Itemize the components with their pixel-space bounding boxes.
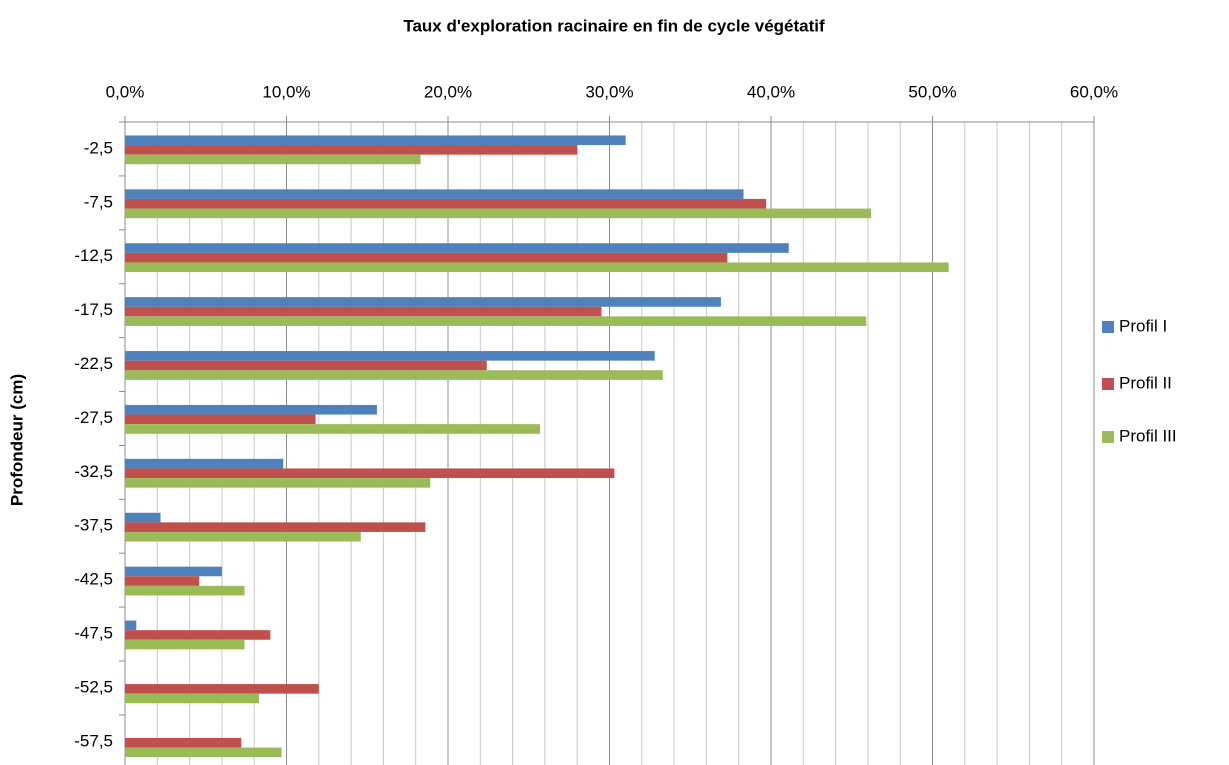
legend-label: Profil I (1119, 316, 1167, 335)
y-tick-label: -42,5 (74, 570, 113, 589)
y-tick-label: -22,5 (74, 354, 113, 373)
legend-swatch (1102, 378, 1114, 390)
y-tick-label: -12,5 (74, 246, 113, 265)
bar (125, 189, 744, 199)
bar (125, 620, 137, 631)
bar (125, 522, 426, 532)
y-tick-label: -7,5 (84, 192, 113, 211)
y-tick-label: -57,5 (74, 731, 113, 750)
bar (125, 414, 316, 425)
x-tick-label: 10,0% (262, 82, 310, 101)
y-tick-label: -17,5 (74, 300, 113, 319)
bar (125, 531, 361, 542)
y-axis-label: Profondeur (cm) (7, 374, 26, 506)
x-tick-label: 20,0% (424, 82, 472, 101)
x-tick-label: 30,0% (585, 82, 633, 101)
bar (125, 360, 487, 371)
y-tick-label: -2,5 (84, 138, 113, 157)
y-tick-label: -47,5 (74, 624, 113, 643)
bar (125, 458, 284, 469)
x-tick-label: 60,0% (1070, 82, 1118, 101)
y-tick-label: -32,5 (74, 462, 113, 481)
bar (125, 370, 663, 380)
bar (125, 262, 949, 273)
bar (125, 252, 728, 263)
bar (125, 630, 271, 640)
bar (125, 306, 602, 317)
y-tick-label: -52,5 (74, 677, 113, 696)
x-tick-label: 50,0% (908, 82, 956, 101)
bar (125, 576, 200, 586)
bar (125, 424, 541, 434)
bar (125, 198, 767, 209)
y-tick-label: -27,5 (74, 408, 113, 427)
bar (125, 585, 245, 596)
bar (125, 243, 789, 253)
legend-swatch (1102, 431, 1114, 443)
bar (125, 512, 161, 523)
bar (125, 351, 655, 361)
legend-label: Profil III (1119, 426, 1177, 445)
bar (125, 145, 578, 155)
bar (125, 639, 245, 650)
x-tick-label: 40,0% (747, 82, 795, 101)
bar (125, 566, 222, 577)
bar (125, 297, 721, 307)
chart-title: Taux d'exploration racinaire en fin de c… (403, 16, 825, 35)
bar (125, 684, 319, 694)
bar (125, 693, 260, 704)
bar (125, 737, 242, 748)
bar (125, 478, 431, 488)
bar (125, 468, 615, 479)
legend-label: Profil II (1119, 373, 1172, 392)
bar (125, 135, 626, 146)
x-tick-label: 0,0% (106, 82, 145, 101)
bar (125, 404, 377, 415)
bar (125, 154, 421, 165)
legend-swatch (1102, 321, 1114, 333)
bar (125, 747, 282, 758)
y-tick-label: -37,5 (74, 516, 113, 535)
bar (125, 316, 867, 326)
bar (125, 208, 872, 219)
